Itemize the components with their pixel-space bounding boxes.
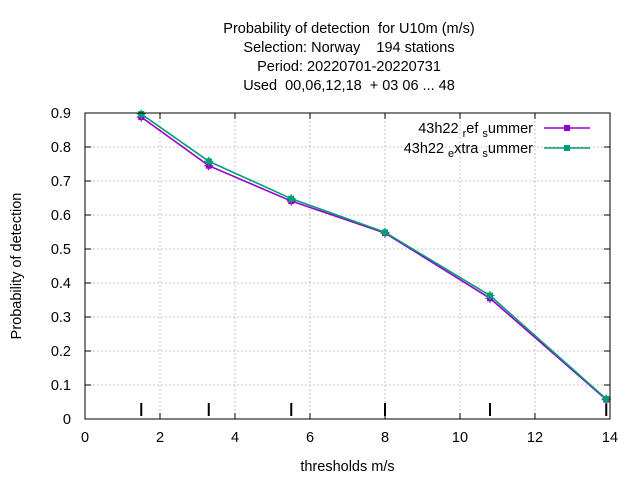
axis-ticks: 0 2 4 6 8 10 12 14 0 0.1 0.2 0.3 0.4 0.5 0.6 0.7 0.8 0.9 [51, 106, 618, 446]
x-tick-label: 14 [602, 430, 618, 446]
x-tick-label: 8 [381, 430, 389, 446]
y-tick-label: 0.3 [51, 310, 71, 326]
y-tick-label: 0.5 [51, 242, 71, 258]
series-line [140, 113, 607, 400]
y-tick-label: 0.9 [51, 106, 71, 122]
legend-swatch-marker [564, 145, 570, 151]
legend-label-part: r [463, 128, 467, 140]
grid [85, 113, 610, 419]
legend-label-part: s [482, 148, 488, 160]
threshold-marks [140, 403, 608, 416]
y-tick-label: 0.6 [51, 208, 71, 224]
legend-label-part: 43h22 [404, 141, 448, 157]
title-line: Selection: Norway 194 stations [243, 40, 454, 56]
x-tick-label: 0 [81, 430, 89, 446]
chart-title: Probability of detection for U10m (m/s) S… [223, 21, 474, 94]
title-line: Used 00,06,12,18 + 03 06 ... 48 [243, 78, 455, 94]
legend-label: 43h22 ref summer [418, 121, 533, 140]
legend-label-part: ummer [488, 141, 533, 157]
y-tick-label: 0.8 [51, 140, 71, 156]
y-tick-label: 0.7 [51, 174, 71, 190]
legend-label: 43h22 extra summer [404, 141, 533, 160]
legend-label-part: e [448, 148, 454, 160]
x-axis-label: thresholds m/s [300, 459, 394, 475]
x-tick-label: 10 [452, 430, 468, 446]
y-tick-label: 0.4 [51, 276, 71, 292]
x-tick-label: 12 [527, 430, 543, 446]
legend-label-part: 43h22 [418, 121, 462, 137]
series [136, 109, 611, 405]
y-tick-label: 0.1 [51, 378, 71, 394]
series-line [140, 116, 607, 401]
legend-label-part: ummer [488, 121, 533, 137]
series-1 [136, 109, 611, 404]
legend-swatch-marker [564, 125, 570, 131]
title-line: Period: 20220701-20220731 [257, 59, 441, 75]
series-0 [136, 112, 611, 405]
legend-label-part: s [482, 128, 488, 140]
y-tick-label: 0.2 [51, 344, 71, 360]
x-tick-label: 4 [231, 430, 239, 446]
legend-entry: 43h22 extra summer [404, 141, 590, 160]
title-line: Probability of detection for U10m (m/s) [223, 21, 474, 37]
y-axis-label: Probability of detection [9, 193, 25, 340]
x-tick-label: 6 [306, 430, 314, 446]
plot-frame [84, 112, 611, 420]
x-tick-label: 2 [156, 430, 164, 446]
legend-label-part: xtra [454, 141, 482, 157]
legend-label-part: ef [466, 121, 482, 137]
y-tick-label: 0 [63, 412, 71, 428]
legend-entry: 43h22 ref summer [418, 121, 590, 140]
